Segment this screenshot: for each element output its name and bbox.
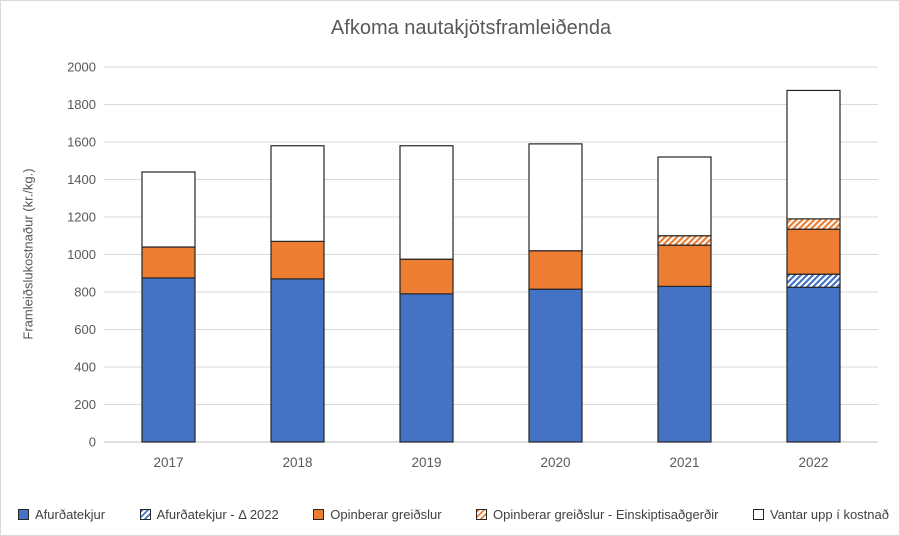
bar-segment-2021 [657,285,712,443]
y-tick-label: 1800 [67,97,96,112]
legend-item-3: Opinberar greiðslur - Einskiptisaðgerðir [476,507,718,522]
y-tick-label: 800 [74,285,96,300]
legend-label: Opinberar greiðslur - Einskiptisaðgerðir [493,507,719,522]
bar-segment-2022 [786,286,841,443]
legend-label: Afurðatekjur [35,507,106,522]
y-tick-label: 400 [74,360,96,375]
y-tick-label: 1600 [67,135,96,150]
legend-swatch-hatch-blue [139,509,151,520]
bar-segment-2022 [786,228,841,275]
legend-item-0: Afurðatekjur [18,507,105,522]
x-category-label: 2021 [669,455,699,470]
legend-swatch-hatch-orange [476,509,488,520]
bar-segment-2020 [528,250,583,290]
chart-title: Afkoma nautakjötsframleiðenda [330,17,612,39]
y-tick-label: 0 [89,435,96,450]
legend-label: Opinberar greiðslur [330,507,442,522]
bar-segment-2017 [141,246,196,279]
legend-item-4: Vantar upp í kostnað [752,507,889,522]
bar-segment-2018 [270,240,325,280]
bar-segment-2019 [399,145,454,260]
y-tick-label: 1400 [67,172,96,187]
bar-segment-2021 [657,244,712,287]
legend-swatch-solid-orange [313,509,325,520]
legend-label: Vantar upp í kostnað [769,507,889,522]
bar-segment-2022 [786,218,841,230]
y-tick-label: 1200 [67,210,96,225]
bar-segment-2017 [141,171,196,248]
legend-item-1: Afurðatekjur - Δ 2022 [139,507,279,522]
y-tick-label: 1000 [67,247,96,262]
legend-swatch-solid-blue [18,509,29,520]
legend: Afurðatekjur Afurðatekjur - Δ 2022 Opinber… [18,507,889,522]
x-category-label: 2019 [411,455,441,470]
bar-segment-2019 [399,293,454,443]
legend-swatch-white [752,509,764,520]
y-tick-label: 600 [74,322,96,337]
legend-label: Afurðatekjur - Δ 2022 [156,507,279,522]
bar-segment-2022 [786,89,841,220]
bar-segment-2019 [399,258,454,295]
bar-segment-2020 [528,143,583,252]
bar-segment-2022 [786,273,841,288]
legend-item-2: Opinberar greiðslur [313,507,442,522]
bar-segment-2021 [657,156,712,237]
x-category-label: 2017 [153,455,183,470]
plot-area: 0 200 400 600 800 1000 1200 1400 1600 1800 2000 201… [67,60,878,470]
bar-segment-2018 [270,145,325,242]
bar-segment-2017 [141,277,196,443]
y-tick-label: 2000 [67,60,96,75]
x-category-label: 2020 [540,455,570,470]
x-category-label: 2018 [282,455,312,470]
bar-segment-2021 [657,235,712,246]
x-category-label: 2022 [798,455,828,470]
y-tick-label: 200 [74,397,96,412]
bar-segment-2020 [528,288,583,443]
bar-segment-2018 [270,278,325,443]
